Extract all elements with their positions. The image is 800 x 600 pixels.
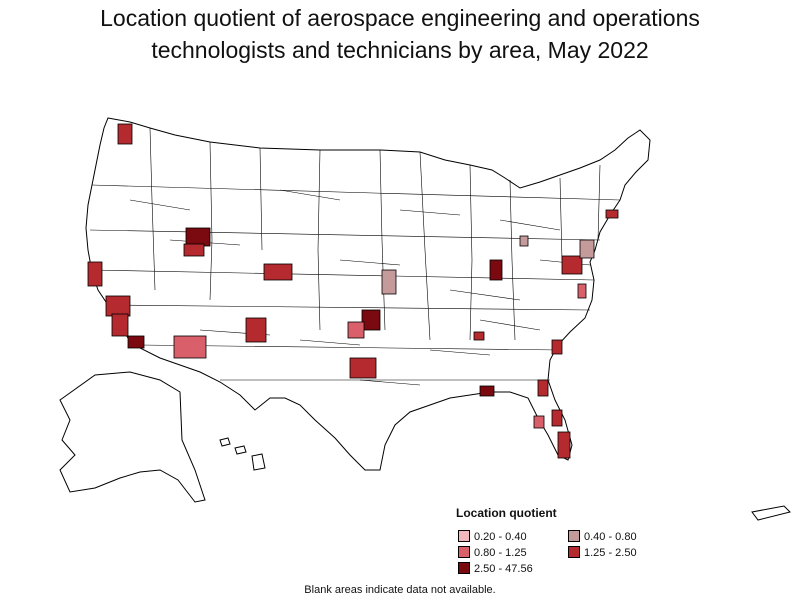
colored-areas: [87, 123, 619, 459]
area-kansas-nonmetro: [381, 269, 397, 295]
area-dc: [561, 255, 583, 275]
legend-swatch-2: [568, 530, 580, 542]
area-pensacola: [479, 385, 495, 397]
legend-item-1: 0.20 - 0.40: [458, 530, 527, 543]
legend-label-3: 0.80 - 1.25: [474, 547, 527, 559]
area-north-carolina: [519, 235, 529, 247]
title-line-1: Location quotient of aerospace engineeri…: [100, 5, 700, 31]
area-space-coast: [551, 409, 563, 427]
area-san-diego: [127, 335, 145, 349]
title-line-2: technologists and technicians by area, M…: [151, 37, 649, 63]
area-jacksonville: [537, 379, 549, 397]
legend-item-2: 0.40 - 0.80: [568, 530, 637, 543]
area-bakersfield: [105, 295, 131, 317]
area-oklahoma: [347, 321, 365, 339]
area-salt-lake: [183, 243, 205, 257]
legend-label-4: 1.25 - 2.50: [584, 547, 637, 559]
area-colorado: [263, 263, 293, 281]
area-connecticut: [605, 209, 619, 219]
area-bay-area: [87, 261, 103, 287]
legend: Location quotient 0.20 - 0.40 0.40 - 0.8…: [456, 506, 696, 576]
footnote: Blank areas indicate data not available.: [304, 584, 496, 596]
area-seattle: [117, 123, 133, 145]
area-tampa: [533, 415, 545, 429]
legend-swatch-3: [458, 546, 470, 558]
legend-label-2: 0.40 - 0.80: [584, 531, 637, 543]
legend-label-1: 0.20 - 0.40: [474, 531, 527, 543]
hawaii-islands: [219, 437, 266, 471]
area-virginia: [577, 283, 587, 299]
legend-item-5: 2.50 - 47.56: [458, 562, 533, 575]
puerto-rico: [751, 505, 791, 521]
area-dayton: [489, 259, 503, 281]
area-charleston: [551, 339, 563, 355]
legend-item-3: 0.80 - 1.25: [458, 546, 527, 559]
contiguous-us-outline: [85, 117, 651, 471]
legend-swatch-5: [458, 562, 470, 574]
legend-item-4: 1.25 - 2.50: [568, 546, 637, 559]
legend-swatch-1: [458, 530, 470, 542]
area-ogden: [185, 227, 211, 247]
legend-title: Location quotient: [456, 506, 557, 520]
area-tucson: [173, 335, 207, 359]
area-los-angeles: [111, 313, 129, 337]
area-pennsylvania: [579, 239, 595, 259]
legend-label-5: 2.50 - 47.56: [474, 563, 533, 575]
area-dallas: [349, 357, 377, 379]
area-miami: [557, 431, 571, 459]
area-wichita: [361, 309, 381, 331]
area-albuquerque: [245, 317, 267, 343]
map-title: Location quotient of aerospace engineeri…: [0, 2, 800, 66]
legend-swatch-4: [568, 546, 580, 558]
area-huntsville: [473, 331, 485, 341]
alaska-outline: [59, 371, 206, 503]
